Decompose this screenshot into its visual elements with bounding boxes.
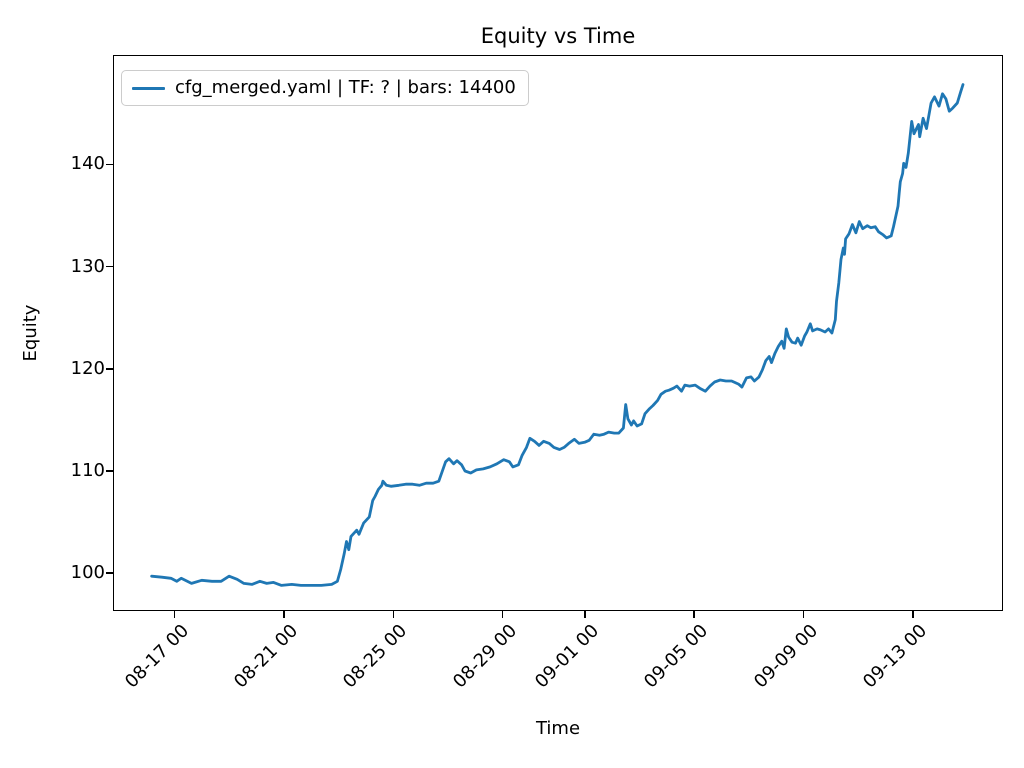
equity-line-chart bbox=[150, 83, 965, 587]
x-tick-label: 08-17 00 bbox=[120, 620, 193, 693]
y-tick-label: 120 bbox=[70, 357, 105, 379]
y-axis-label: Equity bbox=[20, 304, 41, 362]
x-tick-mark bbox=[693, 611, 695, 618]
x-tick-label: 08-21 00 bbox=[229, 620, 303, 693]
y-tick-label: 100 bbox=[70, 562, 105, 584]
x-tick-label: 09-13 00 bbox=[859, 620, 932, 693]
legend-label: cfg_merged.yaml | TF: ? | bars: 14400 bbox=[175, 77, 516, 98]
x-tick-label: 09-09 00 bbox=[749, 620, 822, 693]
y-tick-mark bbox=[106, 368, 113, 370]
legend-line-sample-icon bbox=[132, 86, 165, 90]
x-tick-mark bbox=[392, 611, 395, 618]
equity-series-line bbox=[150, 83, 965, 587]
x-tick-label: 09-01 00 bbox=[530, 620, 603, 693]
chart-title: Equity vs Time bbox=[480, 24, 636, 48]
x-tick-mark bbox=[501, 611, 504, 618]
x-tick-mark bbox=[283, 611, 285, 618]
x-tick-label: 08-29 00 bbox=[448, 620, 521, 693]
plot-area: cfg_merged.yaml | TF: ? | bars: 14400 bbox=[113, 55, 1003, 611]
x-tick-label: 09-05 00 bbox=[640, 620, 713, 693]
x-tick-mark bbox=[912, 611, 914, 618]
y-tick-label: 130 bbox=[70, 255, 105, 277]
y-tick-mark bbox=[106, 163, 113, 166]
x-axis-label: Time bbox=[535, 718, 581, 739]
legend: cfg_merged.yaml | TF: ? | bars: 14400 bbox=[121, 70, 529, 106]
x-tick-mark bbox=[802, 611, 805, 618]
y-tick-mark bbox=[106, 470, 113, 472]
y-tick-label: 110 bbox=[70, 459, 105, 481]
y-tick-label: 140 bbox=[70, 153, 105, 175]
x-tick-mark bbox=[584, 611, 586, 618]
x-tick-label: 08-25 00 bbox=[339, 620, 412, 693]
x-tick-mark bbox=[173, 611, 176, 618]
y-tick-mark bbox=[106, 572, 113, 574]
y-tick-mark bbox=[106, 265, 113, 268]
